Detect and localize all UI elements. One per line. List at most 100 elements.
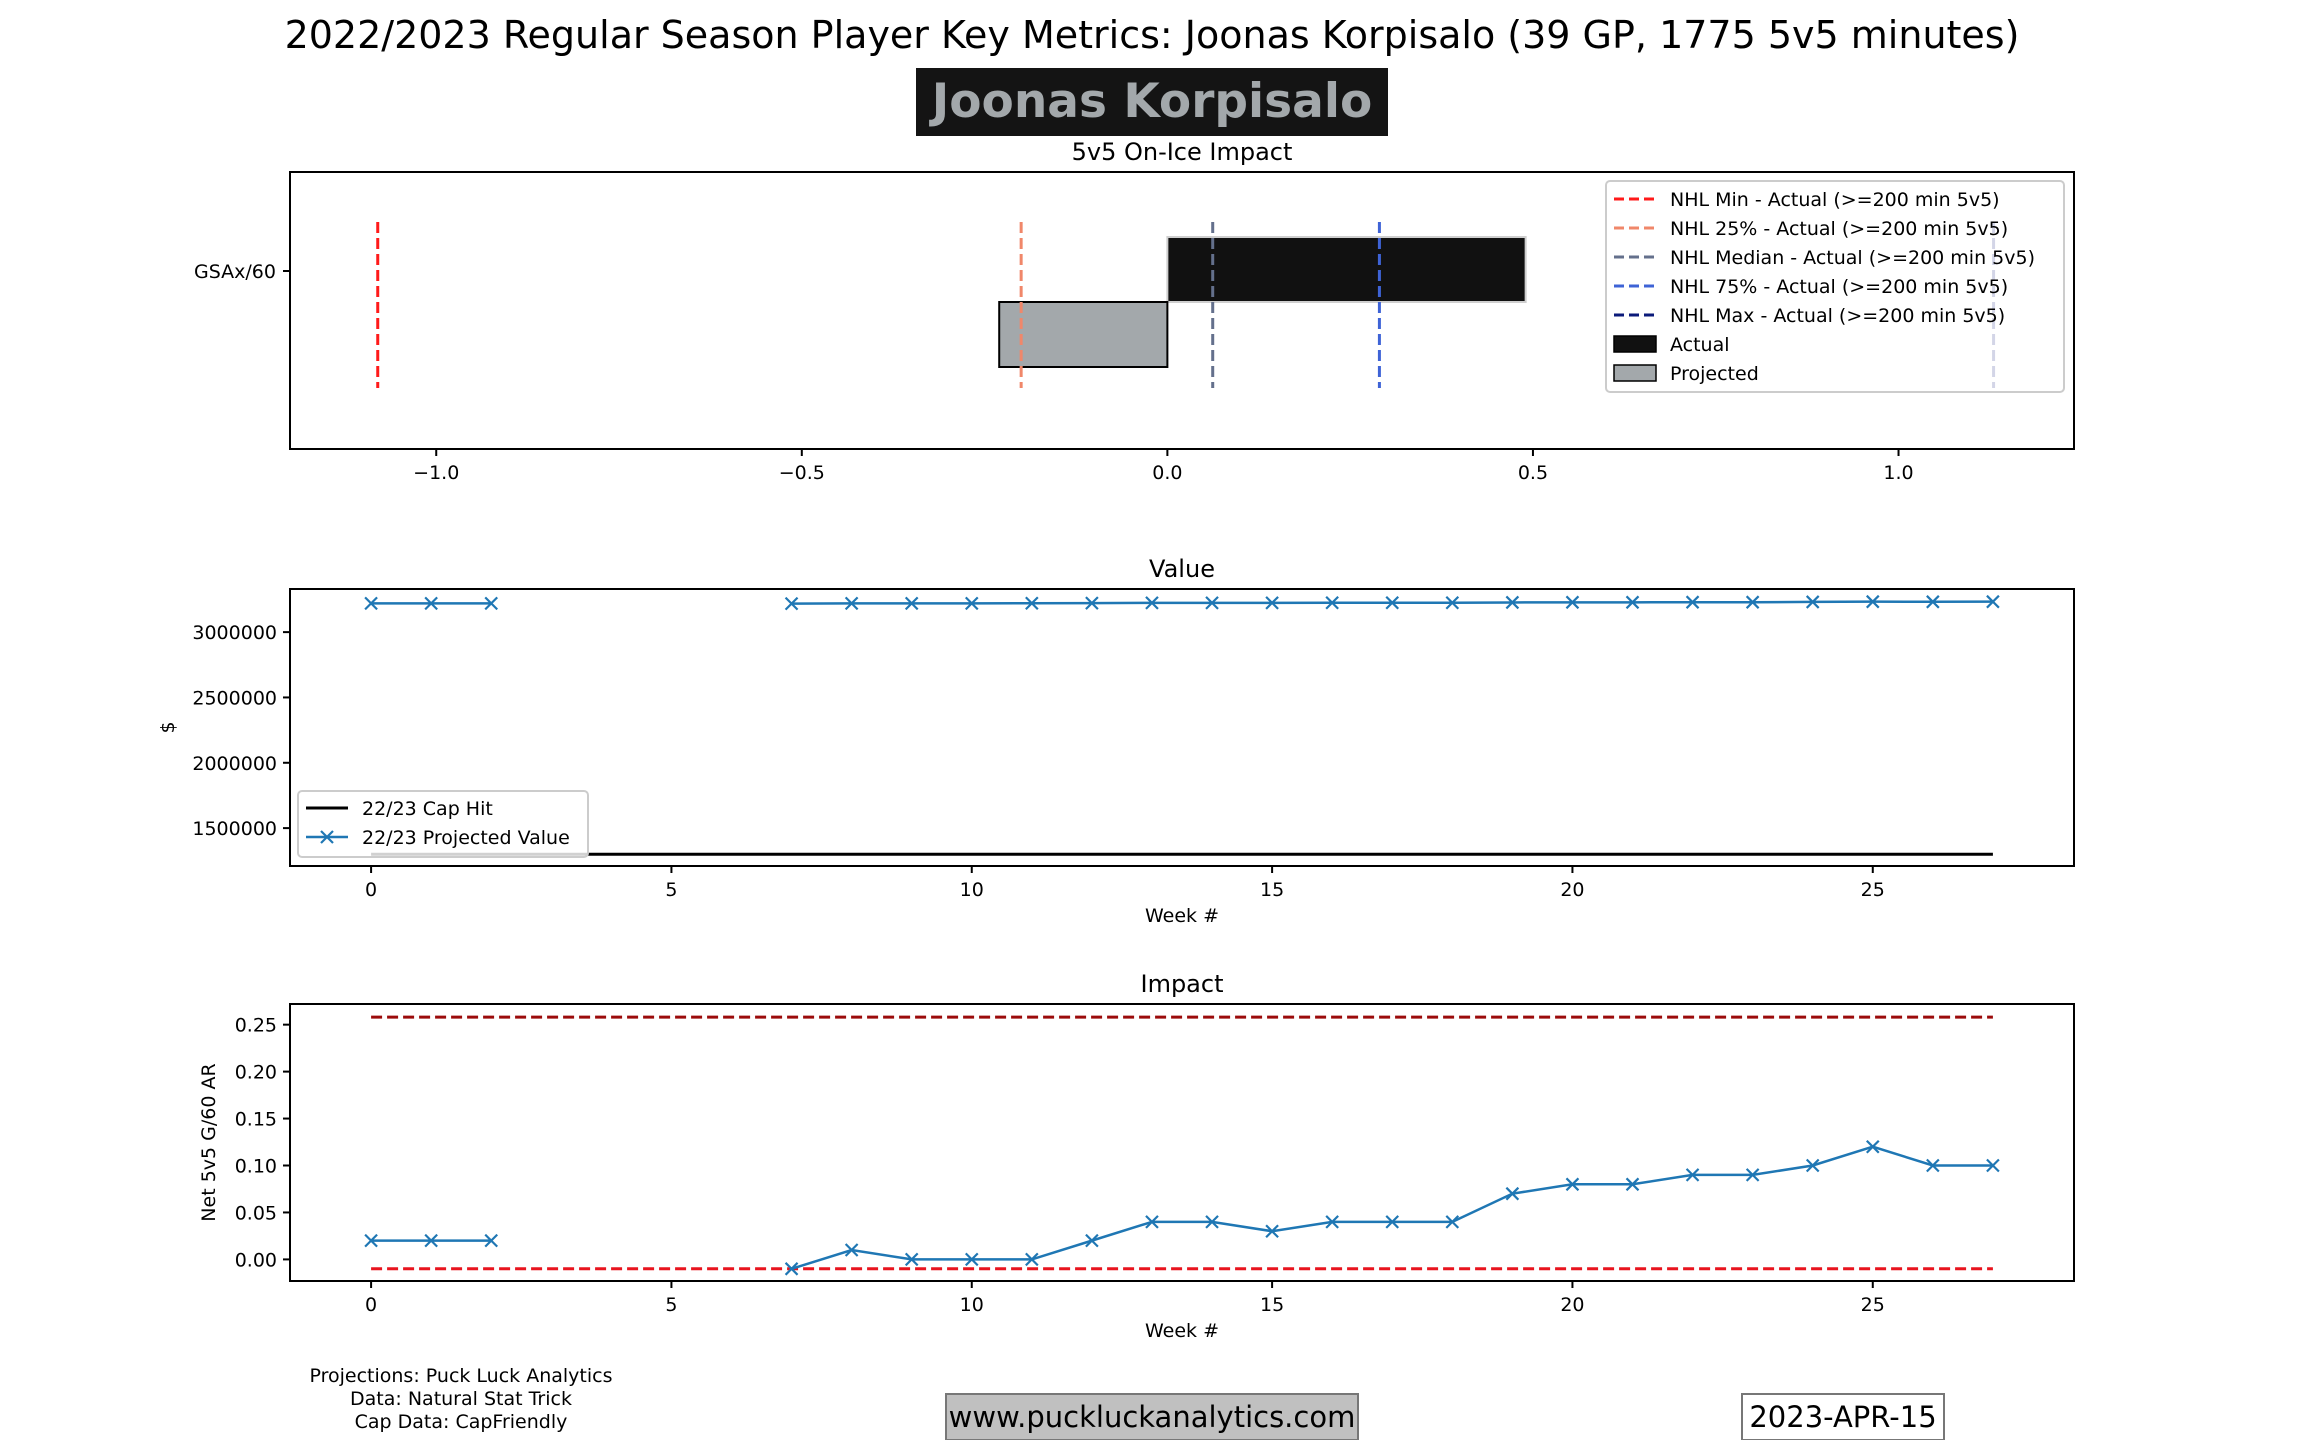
data-point [1445,595,1460,610]
xtick-label: 5 [665,879,677,901]
xtick-label: −0.5 [779,462,825,484]
data-point [904,1252,919,1267]
ytick-label: 0.25 [235,1015,277,1037]
data-point [1445,1215,1460,1229]
data-point [844,1243,859,1257]
data-point [484,596,499,611]
data-point [1265,596,1279,610]
data-point [1745,595,1760,609]
xtick-label: 0 [365,1294,377,1316]
xtick-label: 0.5 [1518,462,1548,484]
legend: NHL Min - Actual (>=200 min 5v5) NHL 25% … [1605,180,2065,393]
data-point [1685,1168,1700,1182]
impact-panel: Impact 0 5 10 15 20 25 0.00 0.05 0.10 0.15 0.20 0.25… [198,970,2075,1342]
legend-label: Projected [1670,363,1759,385]
data-point [1145,1215,1159,1229]
data-point [964,596,979,611]
legend-marker-1 [320,830,334,844]
ytick-label: 0.20 [235,1062,277,1084]
credit-cap-data: Cap Data: CapFriendly [355,1411,568,1433]
xaxis-label: Week # [1145,905,1219,927]
data-point [1865,1139,1880,1154]
data-point [1205,1215,1219,1229]
data-point [1805,1158,1820,1173]
ytick-label: 1500000 [192,818,277,840]
xtick-label: 0 [365,879,377,901]
xtick-label: 20 [1560,1294,1584,1316]
xtick-label: 25 [1861,1294,1885,1316]
legend-swatch-5 [1613,335,1657,353]
xtick-label: 0.0 [1152,462,1182,484]
credit-projections: Projections: Puck Luck Analytics [309,1365,612,1387]
panel-title: Value [1149,555,1215,583]
ytick-label: 3000000 [192,622,277,644]
xaxis-label: Week # [1145,1320,1219,1342]
value-panel: Value 0 5 10 15 20 25 1500000 2000000 2500000 3000… [157,555,2075,927]
panel-title: Impact [1140,970,1223,998]
data-point [364,1233,378,1248]
website-box [945,1393,1359,1440]
xtick-label: 5 [665,1294,677,1316]
data-point [784,1262,799,1276]
xtick-label: 15 [1260,1294,1284,1316]
data-point [1865,594,1880,609]
legend-box [297,790,589,858]
data-point [1625,595,1640,610]
xtick-label: 15 [1260,879,1284,901]
data-point [424,1233,438,1248]
axes-frame [289,1003,2075,1282]
xtick-label: 1.0 [1883,462,1913,484]
bar-actual [1166,236,1527,303]
legend-label: NHL Min - Actual (>=200 min 5v5) [1670,189,2000,211]
data-point [1926,595,1940,609]
data-point [1085,1233,1099,1248]
yaxis-label: Net 5v5 G/60 AR [198,1063,220,1221]
website-link[interactable]: www.puckluckanalytics.com [949,1400,1356,1434]
data-point [1085,596,1099,610]
legend-label: Actual [1670,334,1730,356]
on-ice-impact-panel: 5v5 On-Ice Impact GSAx/60 −1.0 −0.5 0.0 0.5 1.… [194,138,2075,484]
data-point [784,596,799,611]
yaxis-label: $ [157,721,179,733]
axes-frame [289,171,2075,450]
player-name: Joonas Korpisalo [929,74,1373,129]
xtick-label: 10 [960,879,984,901]
data-point [1205,596,1219,610]
data-point [1685,595,1700,609]
data-point [1805,595,1820,609]
legend-label: 22/23 Projected Value [362,827,570,849]
data-point [1325,1215,1339,1229]
data-point [1145,596,1159,610]
data-point [364,596,378,611]
data-point [484,1233,499,1248]
data-point [1986,594,2000,609]
data-point [844,596,859,611]
data-point [1625,1177,1640,1192]
legend-label: NHL Max - Actual (>=200 min 5v5) [1670,305,2005,327]
date-box [1741,1393,1945,1440]
legend-label: 22/23 Cap Hit [362,798,493,820]
data-point [1986,1158,2000,1173]
ytick-label: 2000000 [192,753,277,775]
date-label: 2023-APR-15 [1749,1400,1936,1434]
data-point [1385,1215,1400,1229]
legend-box [1605,180,2065,393]
data-point [1385,595,1400,610]
legend-label: NHL 25% - Actual (>=200 min 5v5) [1670,218,2008,240]
credit-data: Data: Natural Stat Trick [350,1388,572,1410]
data-point [1025,1252,1039,1267]
data-point [1926,1158,1940,1173]
data-point [1325,595,1339,610]
legend-label: NHL 75% - Actual (>=200 min 5v5) [1670,276,2008,298]
figure-title: 2022/2023 Regular Season Player Key Metr… [285,13,2020,57]
data-point [1745,1168,1760,1182]
ytick-label: 2500000 [192,687,277,709]
xtick-label: 10 [960,1294,984,1316]
xtick-label: 25 [1861,879,1885,901]
ytick-label: 0.05 [235,1202,277,1224]
xtick-label: 20 [1560,879,1584,901]
data-point [1505,1186,1520,1201]
axes-frame [289,588,2075,867]
data-point [424,596,438,611]
